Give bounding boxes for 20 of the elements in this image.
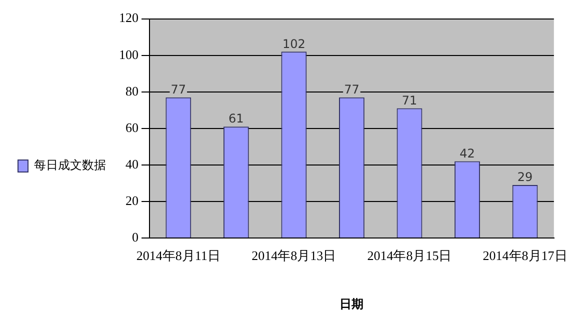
y-tick-label: 20 [126, 192, 138, 208]
data-label: 42 [460, 146, 475, 160]
y-tick-label: 60 [126, 120, 138, 135]
data-label: 77 [344, 82, 360, 96]
data-label: 102 [282, 36, 306, 51]
y-tick-label: 100 [119, 46, 138, 62]
x-tick-label: 2014年8月15日 [367, 248, 452, 264]
legend-label: 每日成文数据 [34, 158, 106, 172]
x-axis-title: 日期 [340, 296, 364, 311]
y-tick-label: 0 [132, 229, 138, 244]
y-tick-label: 120 [119, 10, 138, 26]
x-tick-label: 2014年8月11日 [136, 248, 220, 264]
data-label: 61 [228, 112, 244, 126]
data-label: 77 [170, 82, 186, 96]
y-tick-label: 40 [126, 156, 138, 172]
data-label: 29 [517, 170, 533, 184]
x-tick-label: 2014年8月17日 [482, 248, 568, 264]
y-tick-label: 80 [126, 83, 138, 98]
x-tick-label: 2014年8月13日 [252, 248, 336, 264]
data-label: 71 [402, 93, 418, 108]
